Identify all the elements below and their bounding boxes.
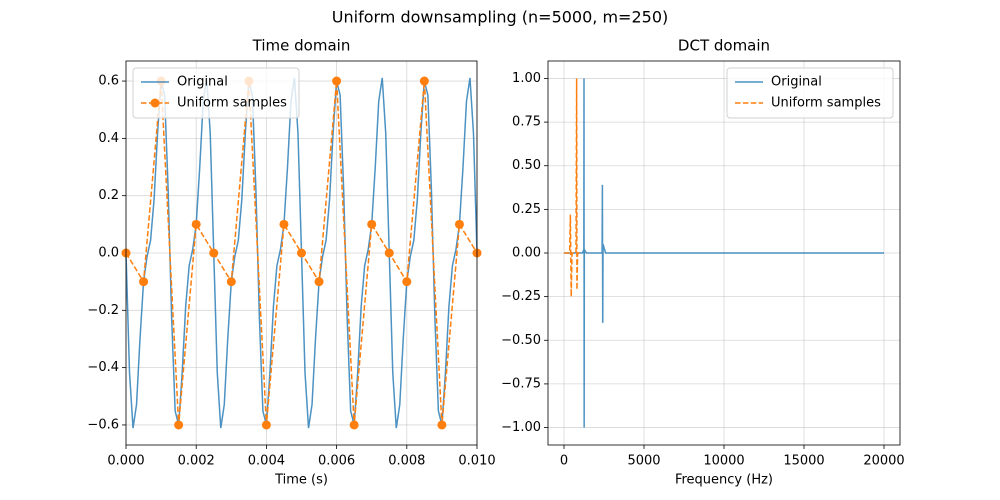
y-tick-label: 0.50	[512, 158, 541, 173]
sample-point	[279, 219, 289, 229]
sample-point	[349, 420, 359, 430]
sample-point	[332, 76, 342, 86]
figure-title: Uniform downsampling (n=5000, m=250)	[332, 8, 668, 27]
sample-point	[297, 248, 306, 258]
y-tick-label: 0.0	[98, 246, 119, 261]
y-tick-label: −0.4	[87, 360, 119, 375]
x-tick-label: 0	[560, 454, 568, 469]
x-tick-label: 0.004	[248, 454, 285, 469]
y-tick-label: 0.6	[98, 74, 119, 89]
sample-point	[209, 248, 219, 258]
sample-point	[191, 219, 201, 229]
y-tick-label: 0.25	[512, 202, 541, 217]
y-tick-label: −0.50	[501, 333, 541, 348]
legend-box	[726, 67, 894, 119]
y-tick-label: −0.6	[87, 417, 119, 432]
sample-point	[454, 219, 464, 229]
y-tick-label: −0.2	[87, 303, 119, 318]
legend-label: Uniform samples	[177, 96, 287, 111]
x-tick-label: 20000	[863, 454, 904, 469]
legend-label: Original	[177, 75, 228, 90]
legend-label: Uniform samples	[771, 96, 881, 111]
sample-point	[384, 248, 394, 258]
y-tick-label: −0.25	[501, 289, 541, 304]
x-tick-label: 0.010	[458, 454, 495, 469]
x-tick-label: 0.008	[388, 454, 425, 469]
sample-point	[402, 277, 412, 287]
axes-title: Time domain	[252, 37, 351, 55]
x-tick-label: 0.002	[178, 454, 215, 469]
sample-point	[314, 277, 324, 287]
legend-marker	[150, 98, 160, 108]
x-axis-label: Frequency (Hz)	[675, 473, 773, 488]
axes-frame	[125, 60, 478, 446]
y-tick-label: 0.2	[98, 188, 119, 203]
y-tick-label: 1.00	[512, 71, 541, 86]
legend-box	[132, 67, 300, 119]
x-tick-label: 0.006	[318, 454, 355, 469]
legend-label: Original	[771, 75, 822, 90]
sample-point	[437, 420, 447, 430]
sample-point	[419, 76, 429, 86]
y-tick-label: 0.4	[98, 131, 119, 146]
y-tick-label: −0.75	[501, 376, 541, 391]
y-tick-label: −1.00	[501, 420, 541, 435]
series-line	[564, 78, 884, 428]
x-axis-label: Time (s)	[274, 473, 328, 488]
y-tick-label: 0.00	[512, 246, 541, 261]
x-tick-label: 10000	[703, 454, 744, 469]
axes-title: DCT domain	[678, 37, 770, 55]
sample-point	[139, 277, 149, 287]
x-tick-label: 0.000	[107, 454, 144, 469]
series-line	[564, 78, 580, 297]
axes-frame	[547, 60, 901, 446]
sample-point	[174, 420, 184, 430]
sample-point	[261, 420, 271, 430]
x-tick-label: 15000	[783, 454, 824, 469]
x-tick-label: 5000	[627, 454, 660, 469]
y-tick-label: 0.75	[512, 115, 541, 130]
sample-point	[226, 277, 236, 287]
sample-point	[367, 219, 377, 229]
